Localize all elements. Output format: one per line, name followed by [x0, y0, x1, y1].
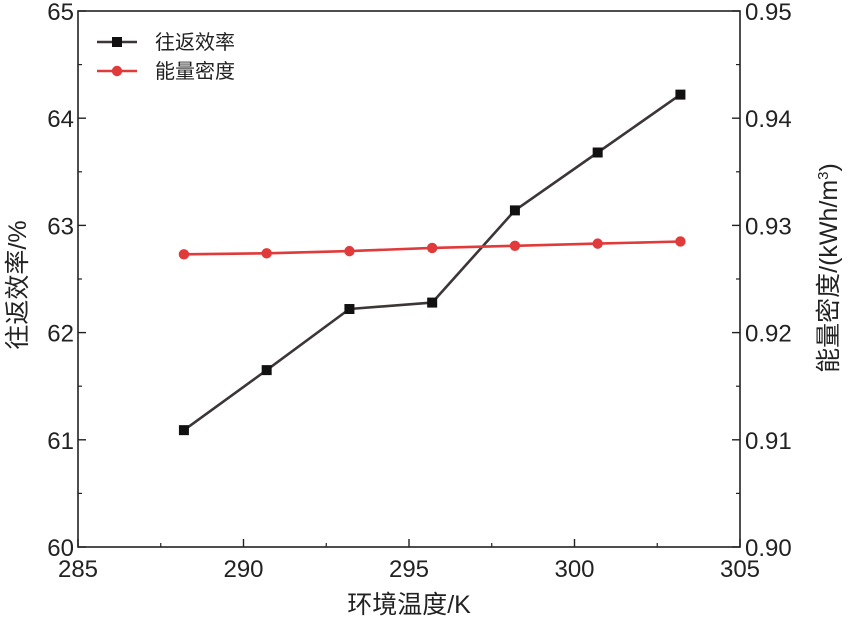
y-right-axis-title-main: 能量密度/(kWh/m — [815, 180, 843, 373]
series-line-1 — [183, 93, 682, 432]
series-point-2 — [344, 245, 355, 257]
series-point-1 — [509, 205, 520, 216]
series-point-2 — [592, 238, 603, 249]
y-right-tick-label: 0.90 — [745, 535, 792, 562]
y-right-tick-label: 0.95 — [745, 0, 792, 26]
legend-label-2: 能量密度 — [155, 60, 235, 83]
y-right-tick-label: 0.94 — [745, 106, 792, 133]
y-left-tick-label: 62 — [47, 321, 74, 348]
series-point-2 — [178, 249, 190, 260]
y-right-tick-label: 0.91 — [745, 428, 792, 455]
x-tick-label: 290 — [223, 556, 263, 583]
legend-marker-1 — [112, 37, 122, 47]
plot-frame — [77, 10, 741, 548]
legend-label-1: 往返效率 — [155, 31, 235, 54]
series-point-2 — [675, 236, 686, 247]
series-point-1 — [178, 425, 189, 436]
y-left-tick-label: 63 — [47, 213, 74, 240]
y-left-tick-label: 61 — [47, 428, 74, 455]
y-right-axis-title-sup: 3 — [815, 171, 832, 179]
y-right-tick-label: 0.92 — [745, 321, 792, 348]
series-point-1 — [427, 297, 438, 308]
y-right-tick-label: 0.93 — [745, 213, 792, 240]
series-point-2 — [426, 242, 438, 254]
series-point-2 — [261, 248, 272, 259]
legend-marker-2 — [111, 65, 123, 77]
x-tick-label: 285 — [58, 556, 98, 583]
x-tick-label: 300 — [554, 556, 594, 583]
y-left-tick-label: 65 — [47, 0, 74, 26]
series-point-1 — [344, 304, 355, 315]
series-point-1 — [592, 147, 603, 158]
series-point-2 — [509, 240, 521, 251]
y-right-axis-title: 能量密度/(kWh/m3) — [815, 163, 843, 373]
series-point-1 — [261, 365, 272, 376]
x-axis-title: 环境温度/K — [347, 591, 471, 619]
y-right-axis-title-suffix: ) — [815, 163, 843, 171]
x-tick-label: 305 — [720, 556, 760, 583]
y-left-axis-title: 往返效率/% — [4, 220, 32, 349]
series-point-1 — [675, 89, 686, 100]
y-left-tick-label: 64 — [47, 106, 74, 133]
x-tick-label: 295 — [389, 556, 429, 583]
y-left-tick-label: 60 — [47, 535, 74, 562]
